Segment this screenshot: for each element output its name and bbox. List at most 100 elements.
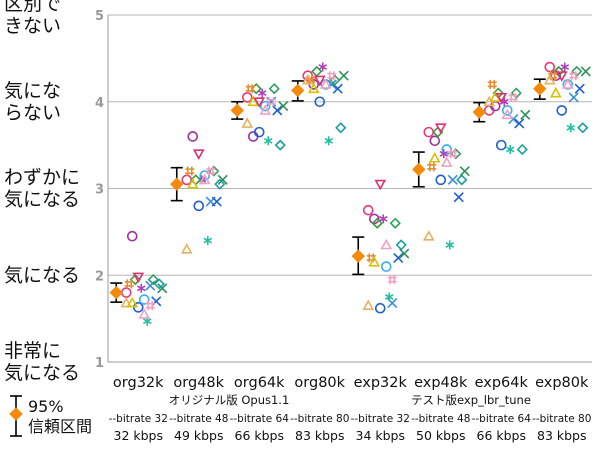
y-label-3-line-1: わずかに <box>4 167 80 189</box>
y-tick-5: 5 <box>95 9 104 24</box>
point-exp32k-listener-12 <box>395 239 407 251</box>
legend: 95%信頼区間 <box>9 395 92 437</box>
point-org48k-listener-7 <box>217 174 228 185</box>
kbps-label-exp32k: 34 kbps <box>356 428 406 443</box>
point-exp32k-listener-3 <box>374 302 386 314</box>
point-exp32k-listener-14 <box>362 299 375 311</box>
point-org80k-listener-13 <box>306 75 316 85</box>
point-org80k-listener-17 <box>319 78 332 89</box>
point-org48k-listener-2 <box>187 131 199 142</box>
point-exp32k-listener-4 <box>380 261 392 272</box>
bitrate-label-org32k: --bitrate 32 <box>109 413 168 425</box>
point-exp48k-listener-7 <box>459 166 470 177</box>
kbps-label-exp80k: 83 kbps <box>537 428 587 443</box>
x-label-exp80k: exp80k <box>535 375 589 391</box>
kbps-label-exp64k: 66 kbps <box>477 428 527 443</box>
point-org80k-listener-9 <box>318 62 328 72</box>
point-exp48k-listener-18 <box>448 149 458 159</box>
point-org32k-listener-17 <box>138 308 151 319</box>
x-label-exp48k: exp48k <box>414 375 468 391</box>
point-org32k-listener-7 <box>157 283 168 294</box>
x-label-org48k: org48k <box>173 375 224 391</box>
point-org48k-listener-18 <box>206 166 216 176</box>
point-org64k-listener-12 <box>274 139 286 151</box>
y-label-2-line-1: 気になる <box>4 264 80 286</box>
point-exp80k-listener-15 <box>549 86 562 98</box>
point-org48k-listener-10 <box>208 165 220 177</box>
point-org48k-listener-3 <box>193 200 205 212</box>
point-org32k-listener-13 <box>124 279 134 289</box>
x-label-org80k: org80k <box>294 375 345 391</box>
x-axis-labels: org32k --bitrate 32 32 kbps org48k --bitrate… <box>109 375 592 443</box>
point-org48k-listener-15 <box>186 178 199 189</box>
point-exp64k-listener-15 <box>489 91 502 102</box>
point-org64k-listener-9 <box>257 88 267 98</box>
y-tick-4: 4 <box>95 96 104 111</box>
mean-org80k <box>291 83 305 98</box>
bitrate-label-org80k: --bitrate 80 <box>290 413 349 425</box>
point-org64k-listener-18 <box>266 97 276 107</box>
x-label-org32k: org32k <box>113 375 164 391</box>
point-org32k-listener-14 <box>120 296 133 308</box>
point-org80k-listener-8 <box>324 136 334 146</box>
point-org64k-listener-13 <box>245 84 255 94</box>
point-org64k-listener-16 <box>253 97 266 108</box>
point-exp64k-listener-18 <box>508 92 518 102</box>
point-org32k-listener-9 <box>136 283 146 293</box>
point-exp32k-listener-6 <box>393 252 404 263</box>
point-exp80k-listener-16 <box>555 71 568 82</box>
grid-lines <box>107 14 592 363</box>
point-org32k-listener-1 <box>120 287 132 298</box>
point-org48k-listener-16 <box>192 149 205 160</box>
bitrate-label-exp64k: --bitrate 64 <box>472 413 532 425</box>
point-org32k-listener-5 <box>145 280 156 291</box>
point-exp80k-listener-17 <box>561 78 574 89</box>
y-tick-1: 1 <box>95 356 104 371</box>
y-label-1-line-1: 非常に <box>4 340 61 362</box>
mean-exp64k <box>472 105 486 119</box>
point-exp80k-listener-8 <box>566 123 576 133</box>
point-org32k-listener-2 <box>126 230 138 242</box>
kbps-label-org32k: 32 kbps <box>114 428 164 443</box>
point-exp48k-listener-12 <box>456 174 468 186</box>
point-exp32k-listener-18 <box>387 275 397 285</box>
y-tick-labels: 1 2 3 4 5 <box>95 9 104 371</box>
point-exp32k-listener-17 <box>380 238 393 250</box>
point-org48k-listener-12 <box>214 178 226 190</box>
x-label-org64k: org64k <box>234 375 285 391</box>
point-exp64k-listener-10 <box>510 87 522 99</box>
point-org80k-listener-7 <box>338 70 349 81</box>
point-org80k-listener-16 <box>313 75 326 87</box>
point-org64k-listener-7 <box>278 101 289 112</box>
point-org64k-listener-17 <box>259 104 272 115</box>
point-org80k-listener-15 <box>307 82 320 94</box>
point-exp64k-listener-8 <box>505 144 515 154</box>
y-label-4-line-2: らない <box>4 102 61 124</box>
point-exp32k-listener-16 <box>374 179 387 191</box>
point-exp80k-listener-18 <box>569 71 579 81</box>
point-org80k-listener-10 <box>329 74 341 86</box>
point-exp64k-listener-13 <box>487 79 497 89</box>
point-exp48k-listener-10 <box>450 148 462 160</box>
mean-org32k <box>109 285 123 300</box>
point-org32k-listener-10 <box>147 273 159 286</box>
y-label-3-line-2: 気になる <box>4 189 80 211</box>
mean-exp80k <box>533 82 547 96</box>
point-exp48k-listener-8 <box>445 240 455 250</box>
point-org32k-listener-4 <box>138 294 150 305</box>
y-label-5-line-2: きない <box>4 15 61 37</box>
point-org48k-listener-17 <box>198 173 211 185</box>
mean-exp48k <box>412 162 426 177</box>
bitrate-label-org48k: --bitrate 48 <box>169 413 228 425</box>
point-org32k-listener-16 <box>132 272 145 284</box>
y-tick-2: 2 <box>95 269 104 284</box>
bitrate-label-exp80k: --bitrate 80 <box>532 413 591 425</box>
point-exp64k-listener-12 <box>516 143 528 156</box>
point-exp48k-listener-5 <box>447 174 458 185</box>
point-exp48k-listener-14 <box>422 230 435 241</box>
point-org32k-listener-11 <box>129 273 141 286</box>
point-org80k-listener-14 <box>301 73 314 85</box>
point-exp80k-listener-6 <box>574 83 585 94</box>
bitrate-label-org64k: --bitrate 64 <box>230 413 290 425</box>
